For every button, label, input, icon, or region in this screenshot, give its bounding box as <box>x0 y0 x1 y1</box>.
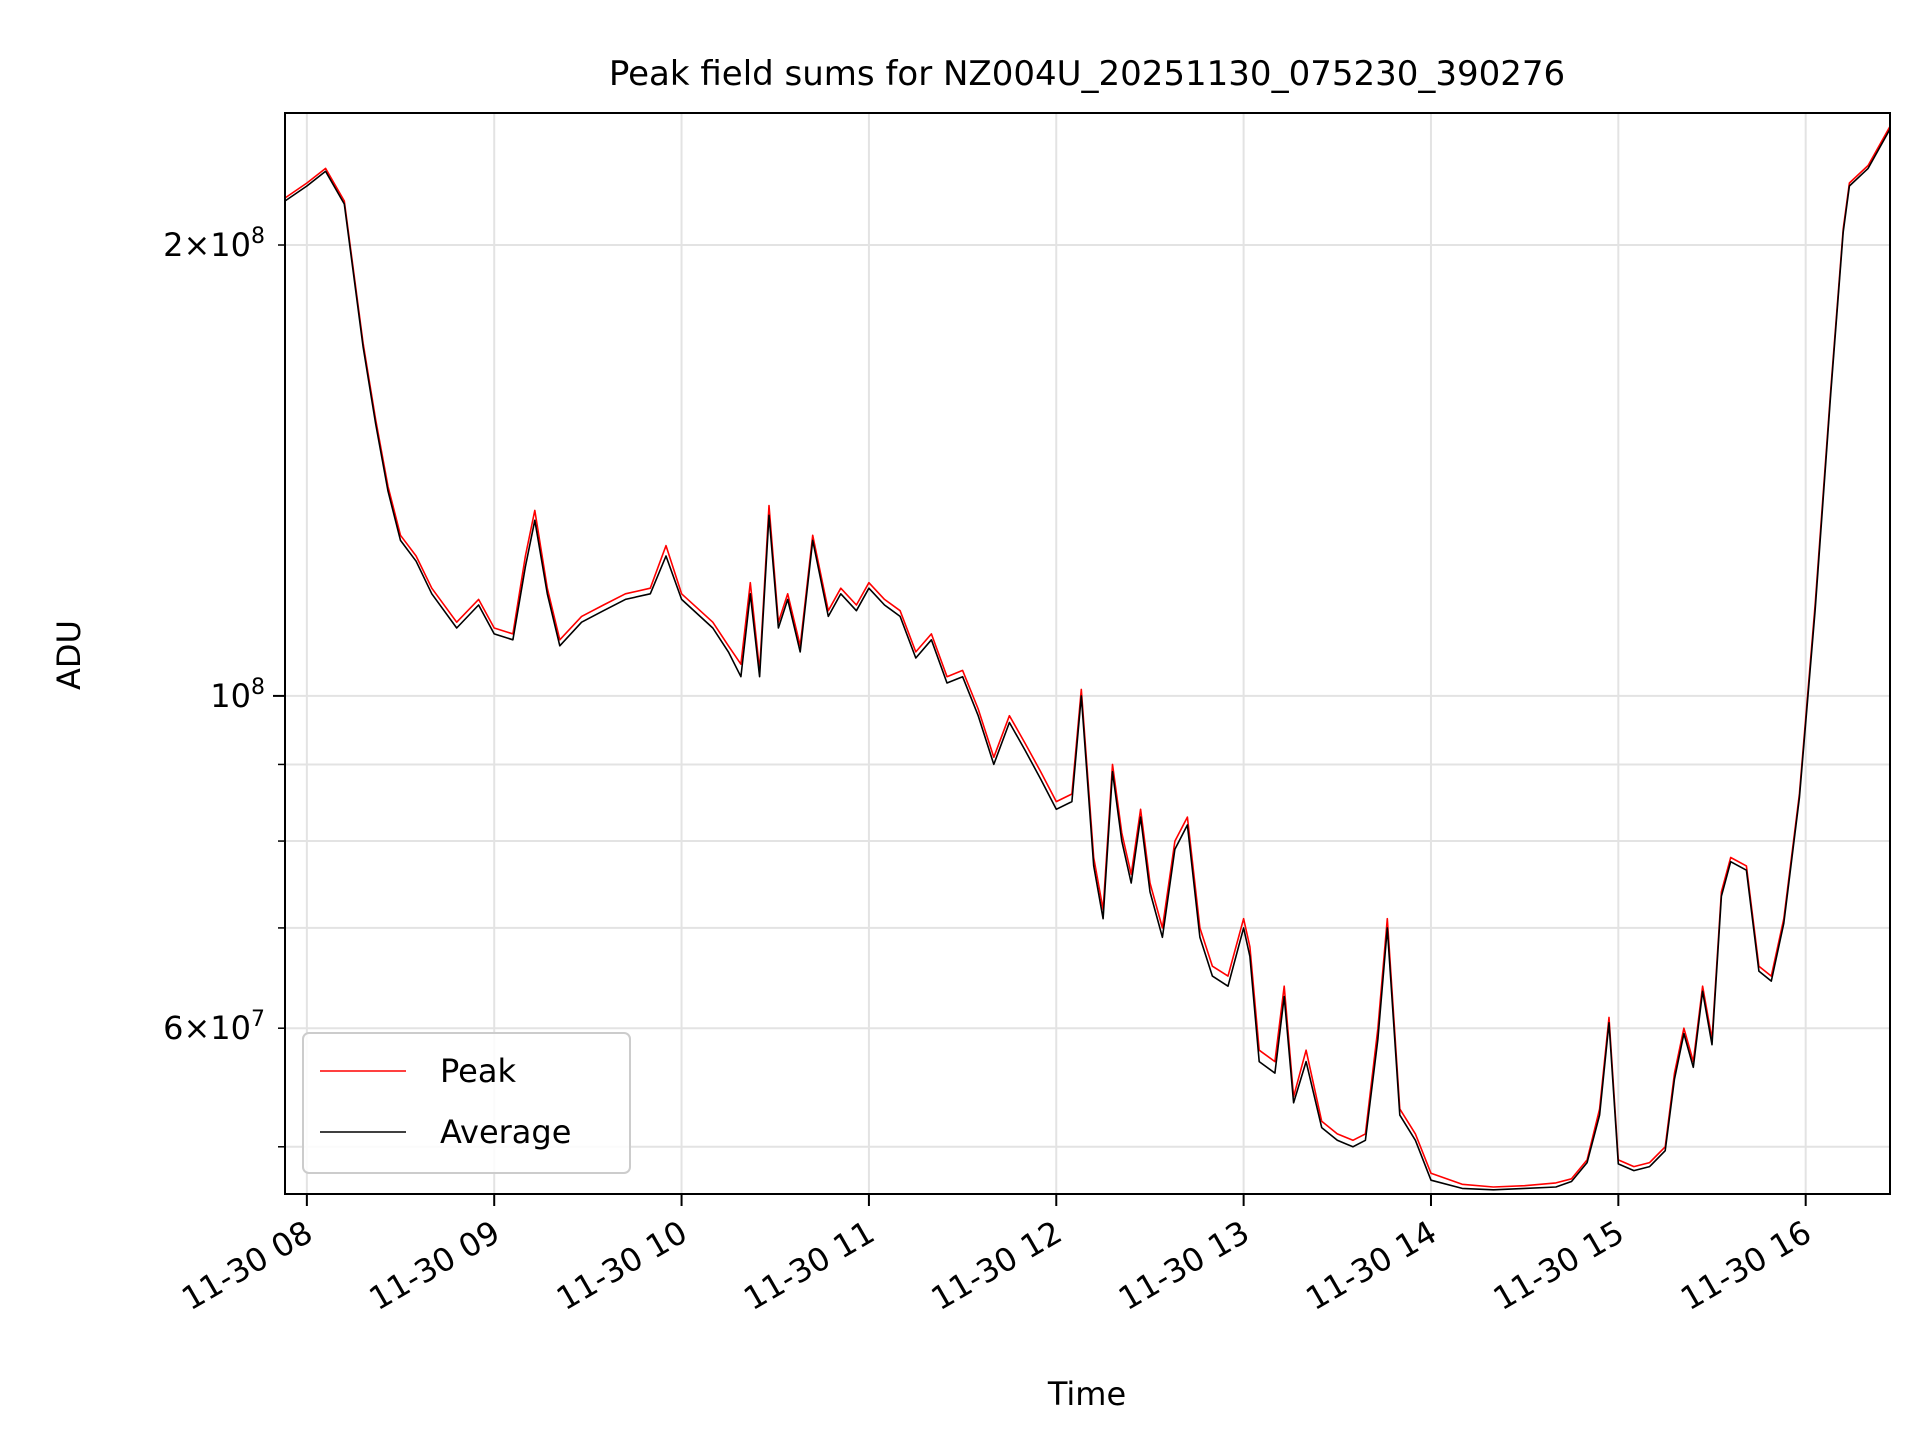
series-line-average <box>284 128 1891 1191</box>
y-tick-label-minor-1: 2×108 <box>163 224 265 264</box>
series-line-peak <box>284 126 1891 1188</box>
y-tick-label-major-0: 108 <box>210 675 265 715</box>
y-axis-label: ADU <box>50 620 88 690</box>
legend-label-peak: Peak <box>440 1052 516 1090</box>
series-lines <box>284 126 1891 1191</box>
legend-box <box>302 1032 631 1174</box>
y-axis: 108 6×107 2×108 <box>163 224 285 1148</box>
legend-label-average: Average <box>440 1113 571 1151</box>
chart-title: Peak field sums for NZ004U_20251130_0752… <box>609 54 1565 94</box>
legend: Peak Average <box>302 1032 631 1174</box>
grid <box>285 113 1890 1194</box>
x-axis-label: Time <box>1047 1375 1126 1413</box>
plot-frame <box>284 112 1891 1195</box>
y-tick-label-minor-0: 6×107 <box>163 1007 265 1047</box>
